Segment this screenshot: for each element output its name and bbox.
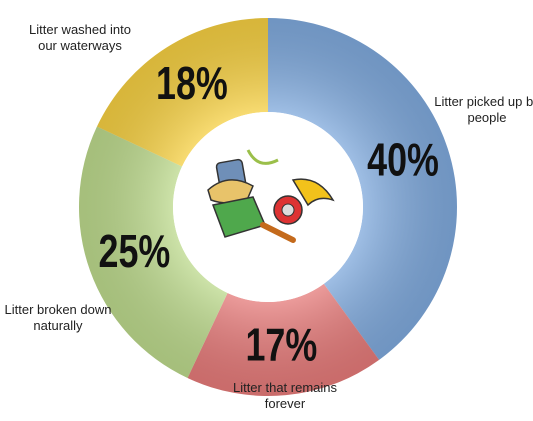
- value-label: 17%: [245, 319, 317, 370]
- category-label: Litter picked up by people: [434, 94, 533, 125]
- category-label: Litter that remains forever: [232, 380, 338, 411]
- value-label: 25%: [98, 226, 170, 277]
- value-label: 40%: [367, 134, 439, 185]
- category-label: Litter broken down naturally: [4, 302, 112, 333]
- litter-illustration: [207, 149, 335, 243]
- value-label: 18%: [156, 58, 228, 109]
- category-label: Litter washed into our waterways: [29, 22, 131, 53]
- donut-hole: [173, 112, 363, 302]
